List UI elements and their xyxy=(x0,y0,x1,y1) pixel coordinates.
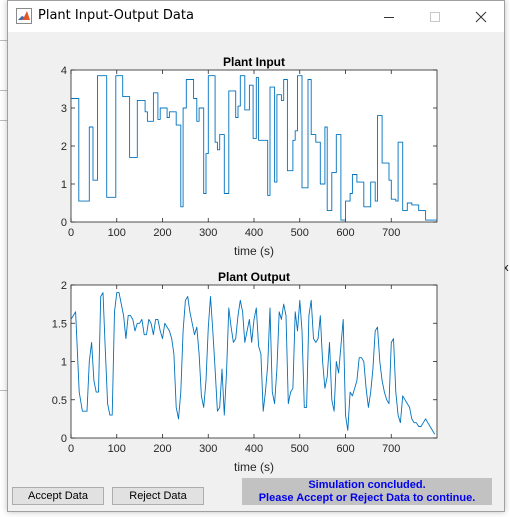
status-line-2: Please Accept or Reject Data to continue… xyxy=(258,492,476,504)
x-tick-label: 600 xyxy=(336,443,354,455)
chart-title: Plant Input xyxy=(223,55,285,69)
series-line-1 xyxy=(71,75,437,221)
x-tick-label: 300 xyxy=(199,227,217,239)
x-tick-label: 600 xyxy=(336,227,354,239)
x-tick-label: 500 xyxy=(291,227,309,239)
title-bar[interactable]: Plant Input-Output Data xyxy=(8,1,504,32)
x-tick-label: 700 xyxy=(382,227,400,239)
y-tick-label: 1.5 xyxy=(52,318,67,330)
background-edge-glyph: x xyxy=(503,262,509,274)
x-axis-label: time (s) xyxy=(234,244,274,258)
x-tick-label: 200 xyxy=(153,443,171,455)
y-tick-label: 3 xyxy=(61,103,67,115)
y-tick-label: 4 xyxy=(61,65,67,77)
y-tick-label: 0 xyxy=(61,433,67,445)
x-tick-label: 0 xyxy=(68,443,74,455)
matlab-icon xyxy=(16,8,32,24)
background-divider xyxy=(0,90,7,91)
accept-data-button[interactable]: Accept Data xyxy=(12,487,104,505)
close-button[interactable] xyxy=(458,1,504,32)
maximize-icon xyxy=(430,11,440,22)
figure-area: Plant Input 0 100 200 300 400 500 600 700 0 1 2 3 4 ti… xyxy=(8,32,504,511)
x-tick-label: 100 xyxy=(108,227,126,239)
chart-title: Plant Output xyxy=(218,270,290,284)
background-divider xyxy=(0,120,7,121)
y-tick-label: 0 xyxy=(61,217,67,229)
x-tick-label: 400 xyxy=(245,443,263,455)
y-tick-label: 1 xyxy=(61,179,67,191)
axes-1 xyxy=(70,69,438,223)
plant-io-window: Plant Input-Output Data Plant Input 0 100 2… xyxy=(7,0,505,512)
y-tick-label: 0.5 xyxy=(52,395,67,407)
background-divider xyxy=(0,390,7,391)
window-title: Plant Input-Output Data xyxy=(38,8,194,23)
reject-data-button[interactable]: Reject Data xyxy=(112,487,204,505)
axes-2 xyxy=(70,284,438,439)
background-divider xyxy=(0,40,7,41)
y-tick-label: 1 xyxy=(61,357,67,369)
y-tick-label: 2 xyxy=(61,280,67,292)
close-icon xyxy=(475,11,487,22)
x-tick-label: 400 xyxy=(245,227,263,239)
status-message: Simulation concluded. Please Accept or R… xyxy=(242,478,492,505)
y-tick-label: 2 xyxy=(61,141,67,153)
x-tick-label: 100 xyxy=(108,443,126,455)
x-tick-label: 700 xyxy=(382,443,400,455)
x-tick-label: 500 xyxy=(291,443,309,455)
x-tick-label: 300 xyxy=(199,443,217,455)
maximize-button[interactable] xyxy=(412,1,458,32)
plot-area xyxy=(70,284,438,439)
x-axis-label: time (s) xyxy=(234,460,274,474)
minimize-icon xyxy=(384,16,394,18)
x-tick-label: 0 xyxy=(68,227,74,239)
minimize-button[interactable] xyxy=(366,1,412,32)
x-tick-label: 200 xyxy=(153,227,171,239)
series-line-1 xyxy=(70,292,436,435)
status-line-1: Simulation concluded. xyxy=(308,479,426,491)
